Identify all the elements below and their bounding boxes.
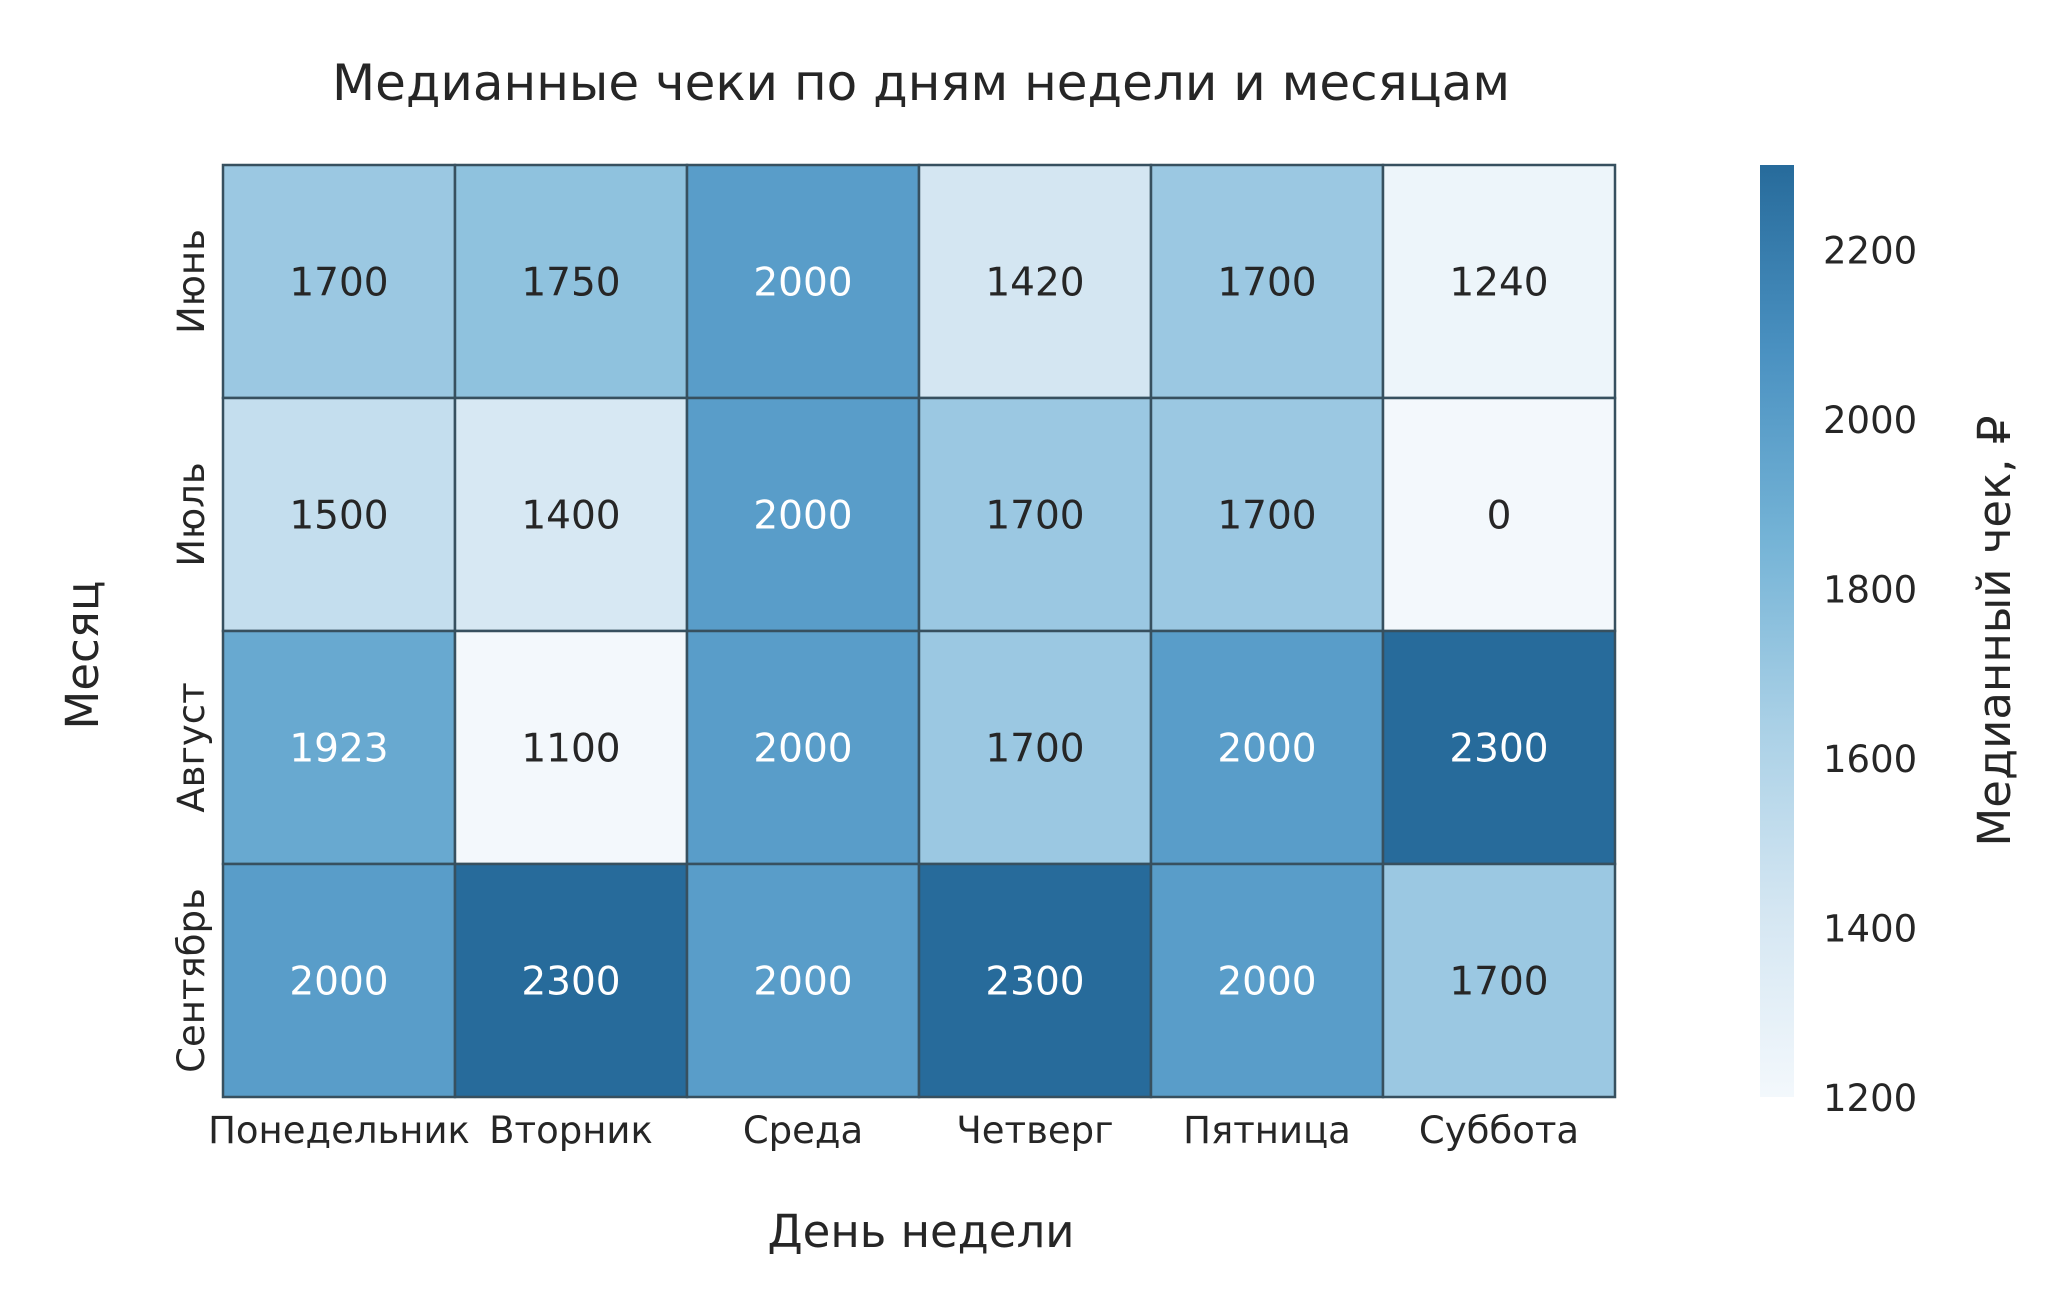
heatmap-cell (1381, 862, 1617, 1099)
x-tick-label: Понедельник (208, 1109, 470, 1152)
colorbar-tick-label: 2000 (1823, 399, 1917, 442)
heatmap-cell (453, 862, 689, 1099)
cell-value-label: 2000 (753, 261, 852, 306)
cell-value-label: 1750 (521, 261, 620, 306)
cell-value-label: 1700 (985, 494, 1084, 539)
heatmap-cell (221, 862, 457, 1099)
y-axis-label: Месяц (56, 581, 109, 730)
cell-value-label: 1700 (1449, 960, 1548, 1005)
heatmap-cell (453, 629, 689, 866)
cell-value-label: 1240 (1449, 261, 1548, 306)
heatmap-cell (685, 629, 921, 866)
cell-value-label: 2000 (289, 960, 388, 1005)
cell-value-label: 2000 (1217, 960, 1316, 1005)
heatmap-cell (917, 629, 1153, 866)
cell-value-label: 2000 (1217, 727, 1316, 772)
y-tick-label: Сентябрь (170, 888, 213, 1073)
colorbar (1760, 165, 1794, 1097)
colorbar-tick-label: 1600 (1823, 738, 1917, 781)
colorbar-tick-label: 2200 (1823, 230, 1917, 273)
heatmap-cell (453, 163, 689, 400)
heatmap-cell (1381, 629, 1617, 866)
heatmap-cell (453, 396, 689, 633)
heatmap-cell (1149, 163, 1385, 400)
cell-value-label: 1700 (289, 261, 388, 306)
x-tick-label: Пятница (1183, 1109, 1351, 1152)
heatmap-cell (917, 862, 1153, 1099)
heatmap-cell (1381, 163, 1617, 400)
cell-value-label: 0 (1487, 494, 1512, 539)
cell-value-label: 1700 (1217, 494, 1316, 539)
heatmap-cell (685, 862, 921, 1099)
cell-value-label: 2000 (753, 494, 852, 539)
heatmap-cell (221, 629, 457, 866)
cell-value-label: 2000 (753, 727, 852, 772)
colorbar-label: Медианный чек, ₽ (1968, 415, 2021, 846)
y-tick-label: Июль (170, 462, 213, 566)
heatmap-cell (685, 163, 921, 400)
colorbar-tick-labels: 1200 1400 1600 1800 2000 2200 (1823, 230, 1917, 1120)
x-tick-labels: Понедельник Вторник Среда Четверг Пятница Суб… (208, 1109, 1579, 1152)
cell-value-label: 1500 (289, 494, 388, 539)
x-tick-label: Среда (743, 1109, 863, 1152)
chart-title: Медианные чеки по дням недели и месяцам (332, 54, 1510, 112)
cell-value-label: 1420 (985, 261, 1084, 306)
heatmap-cell (221, 163, 457, 400)
cell-value-label: 1700 (985, 727, 1084, 772)
heatmap-cell (917, 163, 1153, 400)
colorbar-tick-label: 1800 (1823, 569, 1917, 612)
y-tick-label: Июнь (170, 229, 213, 334)
cell-value-label: 1700 (1217, 261, 1316, 306)
y-tick-labels: Июнь Июль Август Сентябрь (170, 229, 213, 1073)
heatmap-cell (917, 396, 1153, 633)
heatmap-cell (1149, 862, 1385, 1099)
cell-value-label: 2300 (1449, 727, 1548, 772)
x-tick-label: Четверг (956, 1109, 1113, 1152)
cell-value-label: 1400 (521, 494, 620, 539)
cell-value-label: 1100 (521, 727, 620, 772)
cell-value-label: 2000 (753, 960, 852, 1005)
x-axis-label: День недели (767, 1205, 1074, 1258)
y-tick-label: Август (170, 682, 213, 812)
heatmap-cell (1381, 396, 1617, 633)
cell-value-label: 1923 (289, 727, 388, 772)
x-tick-label: Суббота (1419, 1109, 1579, 1152)
colorbar-tick-label: 1400 (1823, 908, 1917, 951)
cell-value-label: 2300 (985, 960, 1084, 1005)
colorbar-tick-label: 1200 (1823, 1077, 1917, 1120)
x-tick-label: Вторник (489, 1109, 653, 1152)
heatmap-cells: 1700 1750 2000 1420 1700 1240 1500 1400 2000 1700… (221, 163, 1617, 1099)
cell-value-label: 2300 (521, 960, 620, 1005)
heatmap-cell (1149, 629, 1385, 866)
